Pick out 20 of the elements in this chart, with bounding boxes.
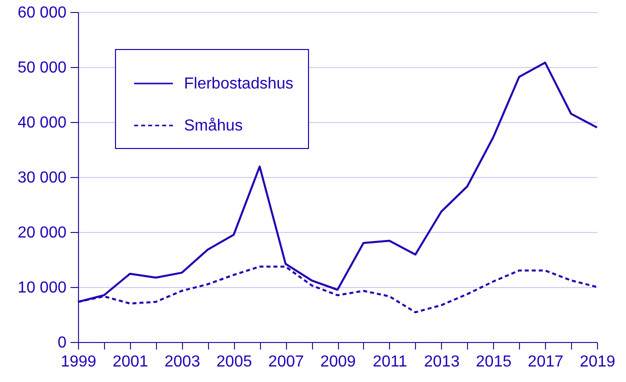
y-tick-label: 50 000 [18,60,67,76]
x-tick-label: 2001 [112,354,148,370]
x-tick-label: 2017 [528,354,564,370]
y-tick-label: 0 [58,334,67,352]
x-tick-label: 2003 [164,354,200,370]
legend-label: Småhus [184,118,243,134]
x-tick-label: 2009 [320,354,356,370]
legend-label: Flerbostadshus [184,76,294,92]
y-tick-label: 40 000 [18,114,67,132]
y-tick-label: 60 000 [18,4,67,22]
x-tick-label: 2005 [216,354,252,370]
x-tick-label: 2011 [372,354,408,370]
x-tick-label: 2013 [424,354,460,370]
y-tick-label: 10 000 [18,280,67,296]
x-tick-label: 2019 [580,354,616,370]
x-tick-label: 2007 [268,354,304,370]
x-tick-label: 1999 [60,354,96,370]
y-tick-label: 30 000 [18,170,67,186]
x-tick-label: 2015 [476,354,512,370]
y-tick-label: 20 000 [18,224,67,242]
